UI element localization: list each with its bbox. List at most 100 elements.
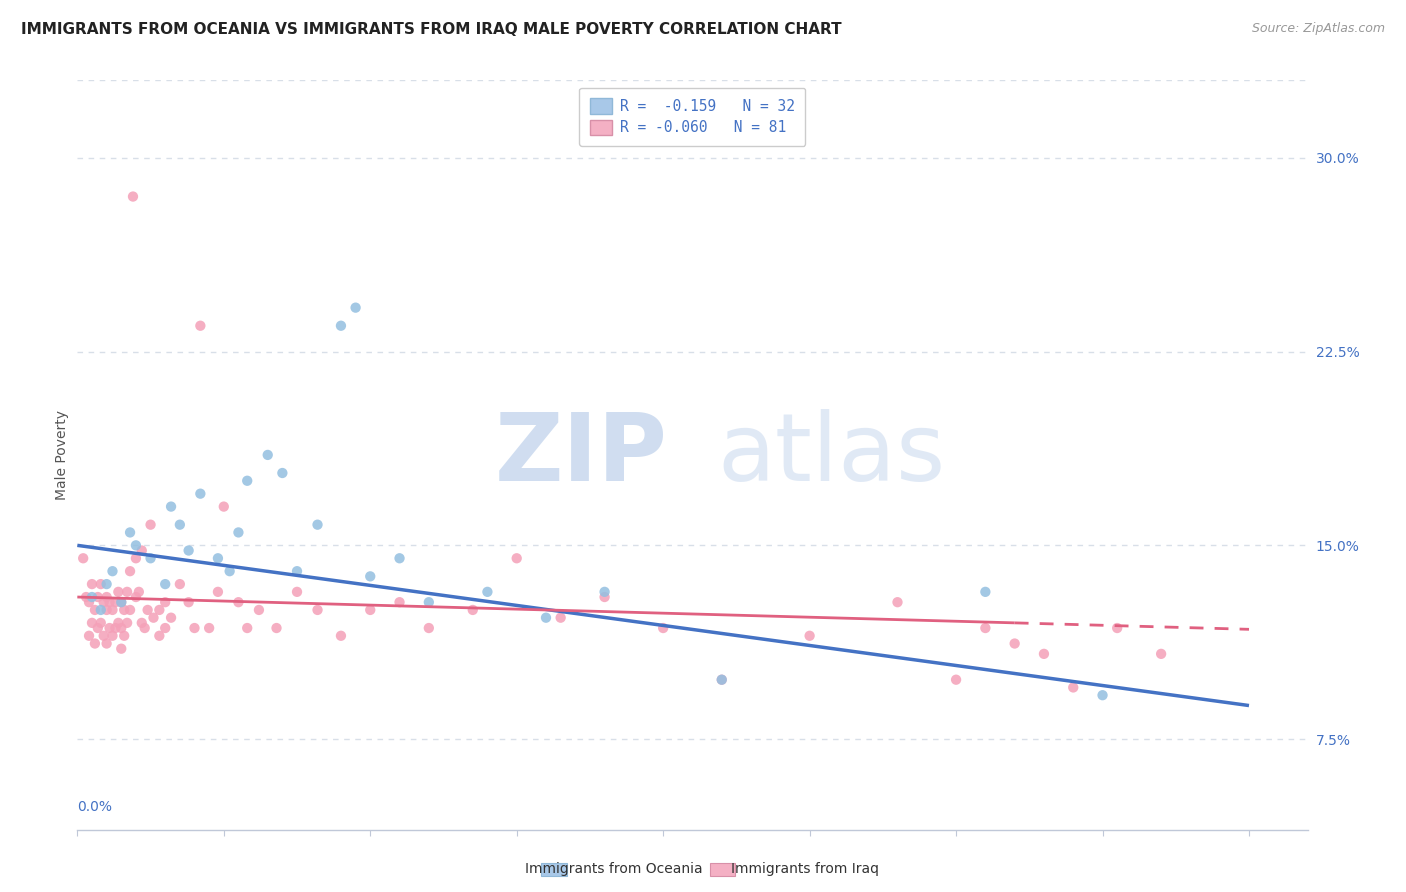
Point — [93, 629, 115, 643]
Point — [710, 673, 733, 687]
Point — [101, 629, 124, 643]
Point — [188, 318, 212, 333]
Point — [329, 318, 352, 333]
Point — [112, 603, 135, 617]
Point — [228, 595, 250, 609]
Point — [212, 500, 235, 514]
Point — [139, 517, 162, 532]
Point — [120, 564, 141, 578]
Point — [974, 585, 997, 599]
Point — [198, 621, 221, 635]
Point — [75, 590, 97, 604]
Point — [80, 577, 103, 591]
Point — [266, 621, 288, 635]
Point — [80, 590, 103, 604]
Point — [90, 615, 112, 630]
Point — [169, 577, 191, 591]
Point — [153, 595, 177, 609]
Point — [418, 621, 440, 635]
Point — [236, 621, 259, 635]
Point — [886, 595, 908, 609]
Text: IMMIGRANTS FROM OCEANIA VS IMMIGRANTS FROM IRAQ MALE POVERTY CORRELATION CHART: IMMIGRANTS FROM OCEANIA VS IMMIGRANTS FR… — [21, 22, 842, 37]
Point — [142, 610, 165, 624]
Point — [271, 466, 294, 480]
Point — [307, 603, 329, 617]
Point — [593, 590, 616, 604]
Point — [160, 500, 183, 514]
Point — [87, 621, 110, 635]
Point — [1033, 647, 1056, 661]
Text: atlas: atlas — [717, 409, 945, 501]
Point — [153, 577, 177, 591]
Point — [96, 636, 118, 650]
Point — [388, 595, 411, 609]
Point — [122, 189, 145, 203]
Point — [1062, 681, 1084, 695]
Point — [461, 603, 484, 617]
Point — [101, 603, 124, 617]
Point — [87, 590, 110, 604]
Point — [169, 517, 191, 532]
Point — [183, 621, 205, 635]
Point — [98, 595, 121, 609]
Point — [98, 621, 121, 635]
Point — [115, 585, 138, 599]
Point — [148, 629, 170, 643]
Y-axis label: Male Poverty: Male Poverty — [55, 410, 69, 500]
Point — [96, 603, 118, 617]
Point — [974, 621, 997, 635]
Point — [84, 603, 107, 617]
Point — [104, 595, 127, 609]
Point — [125, 551, 148, 566]
Point — [593, 585, 616, 599]
Point — [110, 621, 132, 635]
Point — [207, 551, 229, 566]
Point — [344, 301, 367, 315]
Point — [131, 543, 153, 558]
Point — [77, 629, 100, 643]
Point — [1004, 636, 1026, 650]
Text: Immigrants from Oceania: Immigrants from Oceania — [526, 862, 703, 876]
Point — [1150, 647, 1173, 661]
Point — [153, 621, 177, 635]
Point — [96, 590, 118, 604]
Text: ZIP: ZIP — [495, 409, 668, 501]
Point — [247, 603, 270, 617]
Point — [120, 603, 141, 617]
Point — [1091, 688, 1114, 702]
Point — [101, 564, 124, 578]
Legend: R =  -0.159   N = 32, R = -0.060   N = 81: R = -0.159 N = 32, R = -0.060 N = 81 — [579, 87, 806, 145]
Point — [256, 448, 278, 462]
Point — [477, 585, 499, 599]
Point — [125, 538, 148, 552]
Point — [110, 595, 132, 609]
Point — [710, 673, 733, 687]
Point — [1107, 621, 1129, 635]
Point — [236, 474, 259, 488]
Point — [90, 577, 112, 591]
Point — [652, 621, 675, 635]
Point — [799, 629, 821, 643]
Point — [112, 629, 135, 643]
Point — [359, 569, 381, 583]
Text: Source: ZipAtlas.com: Source: ZipAtlas.com — [1251, 22, 1385, 36]
Point — [120, 525, 141, 540]
Point — [128, 585, 150, 599]
Point — [110, 595, 132, 609]
Text: 0.0%: 0.0% — [77, 799, 112, 814]
Point — [90, 603, 112, 617]
Point — [96, 577, 118, 591]
Point — [285, 585, 308, 599]
Point — [131, 615, 153, 630]
Point — [550, 610, 572, 624]
Point — [177, 543, 200, 558]
Point — [93, 595, 115, 609]
Text: Immigrants from Iraq: Immigrants from Iraq — [731, 862, 879, 876]
Point — [84, 636, 107, 650]
Point — [228, 525, 250, 540]
Point — [329, 629, 352, 643]
Point — [139, 551, 162, 566]
Point — [418, 595, 440, 609]
Point — [136, 603, 159, 617]
Point — [107, 585, 129, 599]
